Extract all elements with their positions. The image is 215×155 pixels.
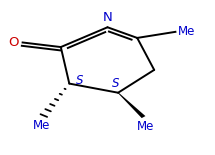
Text: S: S: [76, 74, 84, 87]
Text: Me: Me: [178, 25, 195, 38]
Text: N: N: [103, 11, 112, 24]
Text: Me: Me: [33, 119, 50, 132]
Text: O: O: [8, 36, 18, 49]
Polygon shape: [118, 93, 145, 118]
Text: S: S: [112, 77, 120, 90]
Text: Me: Me: [137, 120, 154, 133]
